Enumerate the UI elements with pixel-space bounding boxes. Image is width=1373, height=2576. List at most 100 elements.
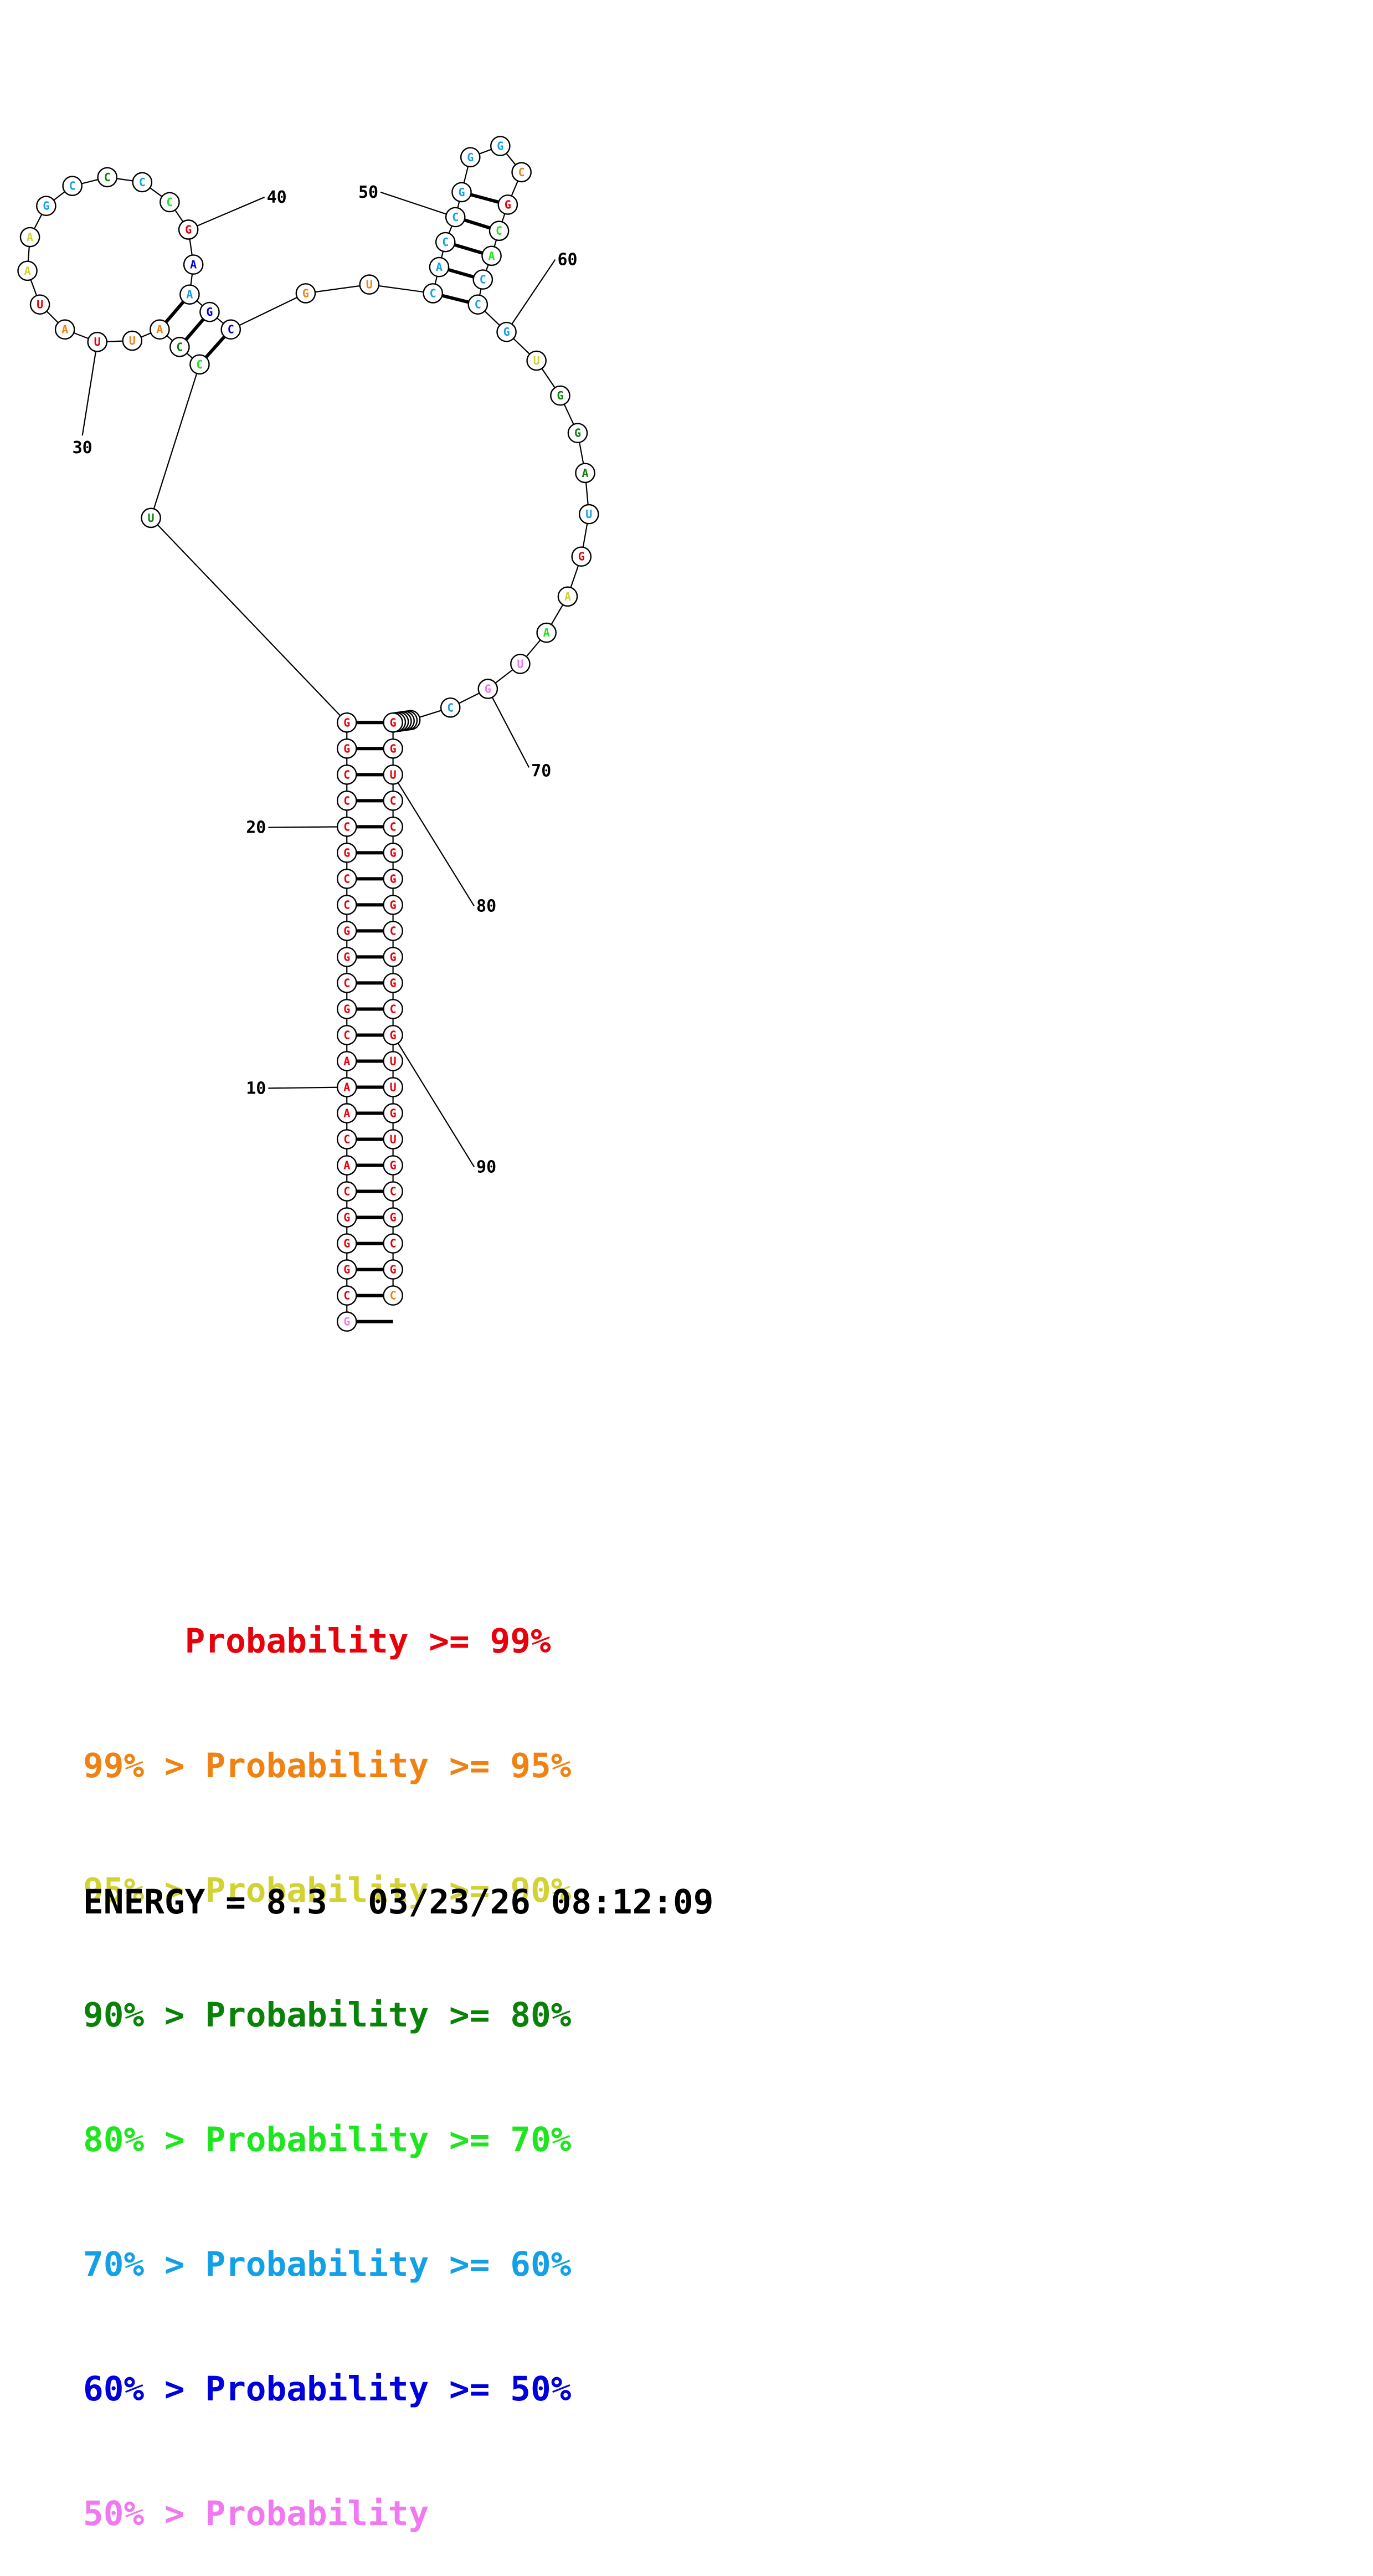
nucleotide-letter: A [582, 466, 588, 480]
nucleotide-letter: A [27, 230, 33, 244]
nucleotide-letter: C [390, 1185, 397, 1198]
nucleotide-circle [54, 319, 75, 340]
nucleotide-circle [122, 330, 143, 351]
position-ticks: 10 20 30 40 50 60 70 80 90 [73, 183, 578, 1177]
nucleotide-circle [440, 697, 461, 718]
nucleotide-letter: C [390, 1002, 397, 1015]
nucleotide: C [511, 162, 532, 183]
nucleotide-letter: A [488, 249, 495, 263]
nucleotide-circle [336, 1233, 357, 1254]
nucleotide-letter: A [343, 1159, 350, 1172]
nucleotide-letter: C [228, 323, 234, 336]
nucleotide: A [336, 1155, 357, 1176]
position-label: 70 [531, 761, 551, 781]
nucleotide-circle [490, 136, 511, 156]
nucleotide: U [141, 507, 161, 528]
energy-timestamp: ENERGY = 8.3 03/23/26 08:12:09 [83, 1882, 714, 1922]
nucleotide-letter: U [94, 335, 101, 348]
legend-row-99: Probability >= 99% [83, 1621, 551, 1661]
nucleotide: C [336, 1181, 357, 1202]
nucleotide-circle [477, 679, 498, 699]
nucleotide: G [336, 712, 357, 733]
nucleotide: G [451, 182, 472, 203]
nucleotide-letter: G [557, 389, 563, 402]
nucleotide-letter: C [480, 273, 486, 286]
nucleotide-letter: G [185, 223, 192, 236]
nucleotide: A [19, 227, 40, 248]
nucleotide: C [336, 1025, 357, 1045]
nucleotide: A [557, 586, 578, 607]
nucleotide-letter: U [585, 507, 592, 521]
position-tick-line [268, 1086, 347, 1089]
position-label: 20 [246, 818, 266, 838]
nucleotide: G [383, 1207, 403, 1228]
nucleotide-letter: G [578, 550, 585, 563]
nucleotide-circle [383, 1155, 403, 1176]
nucleotide-letter: G [467, 151, 474, 164]
nucleotide-letter: C [139, 176, 146, 189]
nucleotide-letter: C [343, 768, 350, 781]
nucleotide: A [536, 622, 557, 643]
nucleotide-letter: G [343, 846, 350, 859]
nucleotide-circle [496, 321, 517, 342]
nucleotide-letter: G [390, 872, 397, 885]
nucleotide: G [383, 1103, 403, 1123]
nucleotide-circle [336, 1025, 357, 1045]
nucleotide-letter: U [517, 657, 523, 670]
nucleotide-circle [383, 999, 403, 1019]
nucleotide: C [383, 921, 403, 941]
nucleotide-letter: C [496, 224, 502, 238]
nucleotide-letter: G [390, 1159, 397, 1172]
nucleotide-circle [383, 869, 403, 889]
nucleotide-letter: A [156, 323, 163, 336]
nucleotide-letter: U [533, 354, 540, 367]
nucleotide-letter: G [343, 1315, 350, 1328]
nucleotide: C [169, 336, 190, 357]
nucleotide-circle [336, 1311, 357, 1332]
nucleotide-letter: C [343, 872, 350, 885]
nucleotide-letter: G [343, 742, 350, 755]
nucleotide-letter: G [390, 846, 397, 859]
nucleotide-letter: G [343, 924, 350, 937]
nucleotide-circle [29, 294, 50, 315]
nucleotide-circle [557, 586, 578, 607]
nucleotide: C [336, 895, 357, 915]
nucleotide-circle [97, 167, 118, 188]
nucleotide-circle [36, 196, 56, 217]
nucleotide-circle [383, 1129, 403, 1150]
nucleotide: A [17, 260, 38, 281]
nucleotide-circle [150, 319, 170, 340]
nucleotide-letter: G [390, 976, 397, 989]
nucleotide-letter: G [302, 286, 309, 300]
nucleotide-letter: U [390, 768, 397, 781]
nucleotide: G [383, 973, 403, 993]
nucleotide-letter: A [190, 258, 197, 271]
nucleotide-circle [383, 1051, 403, 1071]
nucleotide: C [220, 319, 241, 340]
nucleotide-circle [536, 622, 557, 643]
nucleotide-letter: C [104, 171, 111, 184]
nucleotide-circle [336, 973, 357, 993]
nucleotide: G [36, 196, 56, 217]
legend-row-60: 70% > Probability >= 60% [83, 2245, 572, 2284]
nucleotide-letter: G [390, 742, 397, 755]
nucleotide-circle [336, 1207, 357, 1228]
legend-row-90: 95% > Probability >= 90% [83, 1871, 572, 1910]
legend-row-below-50: 50% > Probability [83, 2494, 429, 2533]
nucleotide-letter: C [452, 211, 459, 224]
nucleotide: C [189, 354, 210, 375]
nucleotide-circle [336, 764, 357, 785]
nucleotide-letter: U [390, 1080, 397, 1094]
nucleotide-letter: G [390, 898, 397, 911]
nucleotide: C [97, 167, 118, 188]
nucleotide-circle [19, 227, 40, 248]
nucleotide-circle [336, 947, 357, 967]
nucleotide: G [336, 843, 357, 863]
nucleotide-letter: C [518, 166, 525, 179]
nucleotide: G [383, 1155, 403, 1176]
nucleotide-letter: C [430, 286, 436, 300]
nucleotide: G [383, 843, 403, 863]
nucleotide: G [383, 1025, 403, 1045]
nucleotide: U [383, 1129, 403, 1150]
